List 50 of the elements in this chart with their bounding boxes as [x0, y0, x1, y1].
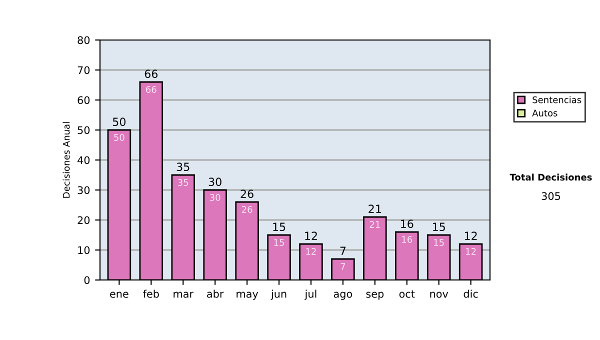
x-tick-label: sep: [366, 292, 384, 300]
data-label: 50: [114, 134, 124, 141]
x-tick-label: dic: [464, 290, 478, 298]
data-label: 7: [340, 263, 346, 270]
x-tick-label: oct: [399, 290, 415, 298]
y-tick-label: 0: [84, 276, 90, 284]
total-label: 26: [240, 190, 254, 198]
total-label: 7: [340, 246, 346, 255]
x-tick-label: feb: [143, 290, 159, 298]
y-tick-label: 40: [78, 156, 90, 164]
x-tick-label: nov: [430, 292, 448, 298]
x-tick-label: may: [236, 292, 258, 300]
y-tick-label: 80: [78, 36, 90, 44]
data-label: 35: [178, 179, 188, 186]
data-label: 15: [274, 239, 284, 246]
data-label: 12: [466, 248, 476, 255]
x-tick-label: jul: [304, 290, 316, 300]
data-label: 15: [434, 239, 444, 246]
text: 305: [542, 192, 560, 200]
total-label: 21: [368, 204, 381, 213]
x-tick-label: ago: [334, 292, 352, 300]
y-tick-label: 20: [78, 216, 90, 224]
total-label: 12: [464, 232, 477, 240]
x-tick-label: mar: [174, 292, 194, 298]
total-label: 12: [305, 232, 317, 240]
data-label: 26: [242, 206, 252, 213]
data-label: 30: [210, 194, 220, 201]
total-label: 66: [144, 70, 158, 78]
y-tick-label: 50: [78, 126, 90, 134]
total-label: 50: [112, 118, 126, 126]
x-tick-label: abr: [207, 290, 224, 298]
total-label: 15: [433, 222, 445, 232]
y-tick-label: 70: [78, 66, 90, 74]
data-label: 66: [146, 86, 156, 93]
total-label: 15: [273, 222, 286, 232]
data-label: 12: [306, 248, 316, 255]
data-label: 21: [370, 221, 380, 228]
total-label: 30: [208, 178, 222, 186]
total-label: 35: [176, 162, 190, 172]
y-tick-label: 10: [78, 246, 90, 254]
y-tick-label: 30: [78, 186, 90, 194]
y-tick-label: 60: [78, 96, 90, 104]
legend-label: Sentencias: [532, 96, 582, 104]
y-axis-title: Decisiones Anual: [62, 122, 70, 198]
x-tick-label: ene: [110, 292, 128, 298]
data-label: 16: [402, 236, 412, 243]
total-label: 16: [401, 220, 414, 228]
x-tick-label: jun: [270, 290, 286, 300]
legend-label: Autos: [532, 110, 558, 116]
text: Total Decisiones: [510, 174, 592, 181]
